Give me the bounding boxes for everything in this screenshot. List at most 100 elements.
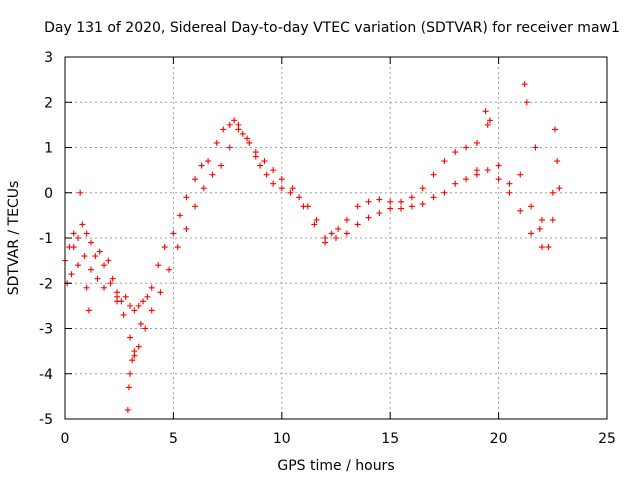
data-point bbox=[144, 293, 151, 300]
data-point bbox=[257, 162, 264, 169]
data-point bbox=[75, 235, 82, 241]
data-point bbox=[495, 162, 502, 169]
data-point bbox=[96, 248, 103, 255]
data-point bbox=[398, 205, 405, 212]
data-point bbox=[205, 158, 212, 165]
data-point bbox=[538, 216, 545, 223]
data-point bbox=[521, 81, 528, 88]
data-point bbox=[376, 210, 383, 217]
x-tick-label-3: 15 bbox=[381, 431, 399, 447]
data-point bbox=[482, 108, 489, 115]
data-point bbox=[68, 271, 75, 278]
x-tick-label-4: 20 bbox=[490, 431, 508, 447]
data-point bbox=[343, 230, 350, 237]
x-axis-label: GPS time / hours bbox=[277, 458, 394, 474]
data-point bbox=[554, 158, 561, 165]
tick-labels: 0 5 10 15 20 25 -5 -4 -3 -2 -1 0 1 2 3 bbox=[39, 50, 616, 447]
data-point bbox=[545, 244, 552, 251]
data-point bbox=[161, 244, 168, 251]
data-point bbox=[270, 180, 277, 187]
data-point bbox=[463, 144, 470, 151]
chart-title: Day 131 of 2020, Sidereal Day-to-day VTE… bbox=[44, 20, 620, 36]
data-point bbox=[244, 135, 251, 142]
data-points bbox=[62, 81, 563, 413]
data-point bbox=[376, 196, 383, 203]
data-point bbox=[105, 257, 112, 264]
x-tick-label-2: 10 bbox=[273, 431, 291, 447]
y-tick-label-5: 0 bbox=[44, 186, 53, 202]
data-point bbox=[166, 266, 173, 273]
x-tick-label-5: 25 bbox=[598, 431, 616, 447]
data-point bbox=[408, 194, 415, 201]
data-point bbox=[528, 230, 535, 237]
data-point bbox=[495, 176, 502, 183]
data-point bbox=[183, 225, 190, 232]
data-point bbox=[148, 307, 155, 314]
data-point bbox=[354, 203, 361, 210]
data-point bbox=[343, 216, 350, 223]
data-point bbox=[506, 180, 513, 187]
data-point bbox=[333, 235, 339, 241]
data-point bbox=[300, 203, 307, 210]
data-point bbox=[176, 212, 183, 219]
data-point bbox=[218, 162, 225, 169]
data-point bbox=[328, 230, 335, 237]
y-tick-label-7: 2 bbox=[44, 95, 53, 111]
data-point bbox=[135, 302, 142, 309]
data-point bbox=[506, 189, 513, 196]
data-point bbox=[263, 171, 270, 178]
data-point bbox=[174, 244, 181, 251]
grid-layer bbox=[65, 57, 607, 419]
data-point bbox=[226, 144, 233, 151]
data-point bbox=[430, 171, 437, 178]
data-point bbox=[452, 149, 459, 156]
axis-ticks bbox=[64, 56, 608, 420]
data-point bbox=[127, 334, 134, 341]
data-point bbox=[517, 207, 524, 214]
data-point bbox=[452, 180, 459, 187]
data-point bbox=[85, 307, 92, 314]
data-point bbox=[129, 357, 136, 364]
data-point bbox=[88, 239, 95, 246]
data-point bbox=[120, 311, 127, 318]
data-point bbox=[70, 230, 77, 237]
data-point bbox=[107, 280, 114, 287]
data-point bbox=[335, 225, 342, 232]
data-point bbox=[287, 189, 294, 196]
data-point bbox=[261, 158, 268, 165]
data-point bbox=[549, 189, 556, 196]
x-tick-label-1: 5 bbox=[169, 431, 178, 447]
data-point bbox=[198, 162, 205, 169]
data-point bbox=[430, 194, 437, 201]
data-point bbox=[124, 406, 131, 413]
data-point bbox=[142, 325, 149, 332]
data-point bbox=[523, 99, 530, 106]
data-point bbox=[441, 158, 448, 165]
data-point bbox=[532, 144, 539, 151]
data-point bbox=[313, 216, 320, 223]
data-point bbox=[419, 185, 426, 192]
data-point bbox=[365, 198, 372, 205]
data-point bbox=[114, 298, 121, 305]
data-point bbox=[387, 198, 394, 205]
x-tick-label-0: 0 bbox=[61, 431, 70, 447]
data-point bbox=[101, 284, 108, 291]
data-point bbox=[441, 189, 448, 196]
data-point bbox=[473, 139, 480, 146]
data-point bbox=[408, 203, 415, 210]
y-tick-label-1: -4 bbox=[39, 367, 53, 383]
y-tick-label-0: -5 bbox=[39, 412, 53, 428]
data-point bbox=[220, 126, 227, 133]
data-point bbox=[83, 230, 90, 237]
data-point bbox=[137, 320, 144, 327]
data-point bbox=[231, 117, 238, 124]
y-tick-label-8: 3 bbox=[44, 50, 53, 66]
y-tick-label-6: 1 bbox=[44, 141, 53, 157]
data-point bbox=[517, 171, 524, 178]
series-1 bbox=[68, 126, 556, 355]
data-point bbox=[131, 352, 138, 359]
data-point bbox=[528, 203, 535, 210]
data-point bbox=[398, 198, 405, 205]
data-point bbox=[246, 139, 253, 146]
